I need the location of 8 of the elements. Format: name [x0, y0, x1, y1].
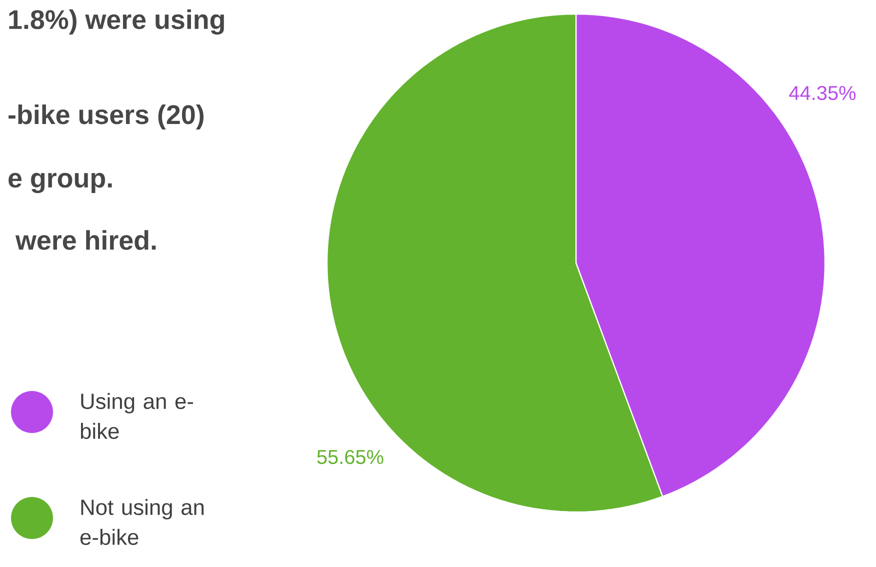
data-label: 44.35% — [789, 86, 856, 100]
text: e group. — [8, 172, 112, 194]
legend-label: Not using an e-bike — [80, 499, 204, 545]
text: -bike users (20) — [8, 104, 204, 130]
text: were hired. — [15, 230, 156, 250]
text: 1.8%) were using — [9, 9, 224, 35]
legend-label: Using an e-bike — [80, 393, 194, 439]
data-label: 55.65% — [317, 450, 384, 464]
